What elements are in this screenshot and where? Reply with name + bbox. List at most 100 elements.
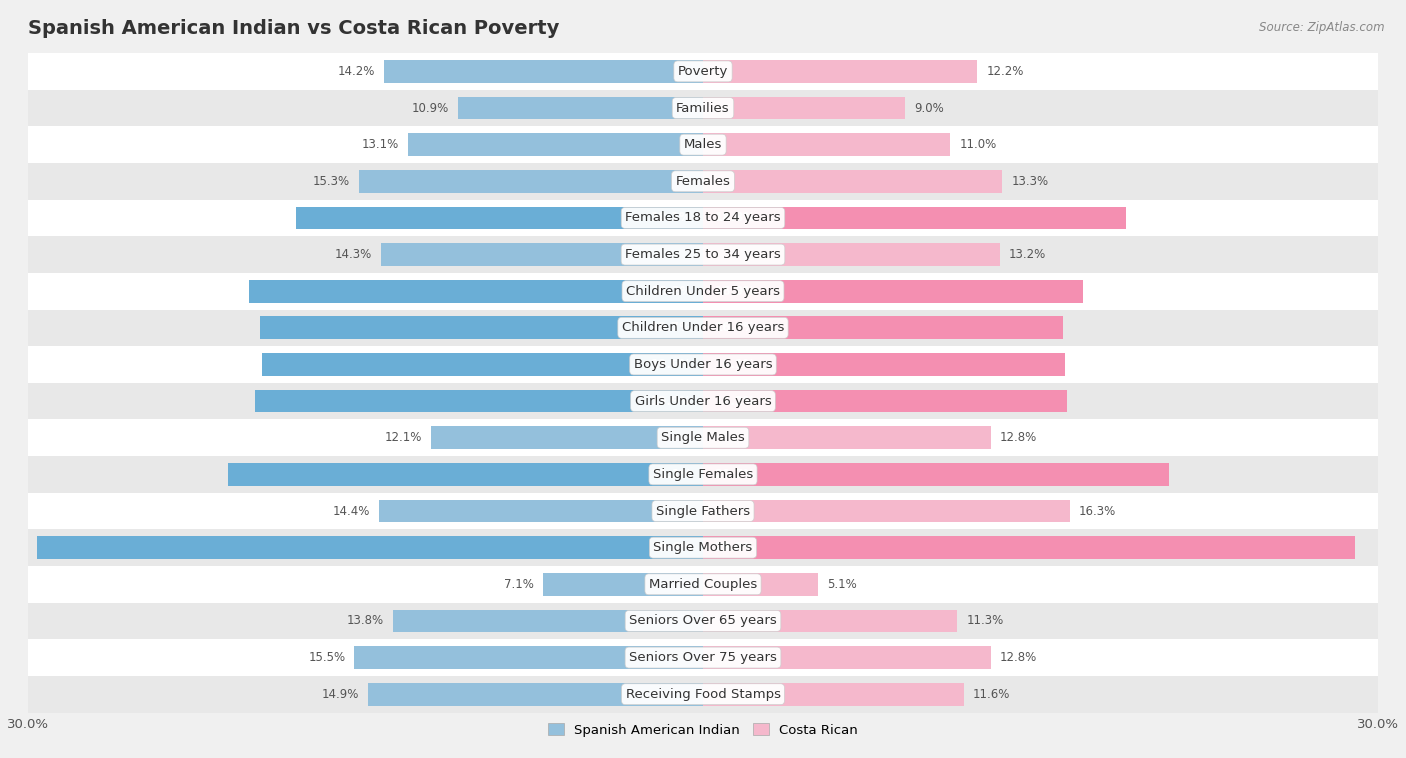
Bar — [28, 163, 1378, 199]
Bar — [28, 529, 1378, 566]
Bar — [28, 273, 1378, 309]
Bar — [703, 463, 1168, 486]
Bar — [380, 500, 703, 522]
Text: 14.2%: 14.2% — [337, 65, 374, 78]
Bar — [28, 53, 1378, 89]
Text: 14.3%: 14.3% — [335, 248, 373, 261]
Text: 16.0%: 16.0% — [714, 321, 755, 334]
Bar — [703, 353, 1066, 376]
Bar — [368, 683, 703, 706]
Text: Females 25 to 34 years: Females 25 to 34 years — [626, 248, 780, 261]
Text: 16.1%: 16.1% — [714, 358, 755, 371]
Text: Single Females: Single Females — [652, 468, 754, 481]
Bar — [703, 427, 991, 449]
Text: Boys Under 16 years: Boys Under 16 years — [634, 358, 772, 371]
Text: 7.1%: 7.1% — [505, 578, 534, 590]
Bar — [384, 60, 703, 83]
Legend: Spanish American Indian, Costa Rican: Spanish American Indian, Costa Rican — [543, 719, 863, 742]
Bar — [703, 390, 1067, 412]
Text: Married Couples: Married Couples — [650, 578, 756, 590]
Text: 13.1%: 13.1% — [363, 138, 399, 151]
Bar — [354, 647, 703, 669]
Text: Children Under 5 years: Children Under 5 years — [626, 285, 780, 298]
Text: 29.6%: 29.6% — [651, 541, 692, 554]
Text: Single Males: Single Males — [661, 431, 745, 444]
Text: 15.3%: 15.3% — [312, 175, 350, 188]
Bar — [295, 207, 703, 229]
Text: Receiving Food Stamps: Receiving Food Stamps — [626, 688, 780, 700]
Text: 14.9%: 14.9% — [322, 688, 359, 700]
Text: Seniors Over 75 years: Seniors Over 75 years — [628, 651, 778, 664]
Bar — [28, 419, 1378, 456]
Bar — [28, 493, 1378, 529]
Bar — [703, 207, 1126, 229]
Text: Single Fathers: Single Fathers — [657, 505, 749, 518]
Bar — [703, 683, 965, 706]
Text: 16.2%: 16.2% — [714, 395, 755, 408]
Text: 14.4%: 14.4% — [333, 505, 370, 518]
Text: 13.8%: 13.8% — [346, 615, 384, 628]
Text: 15.5%: 15.5% — [308, 651, 346, 664]
Bar — [703, 647, 991, 669]
Bar — [28, 89, 1378, 127]
Bar — [703, 133, 950, 156]
Bar — [28, 456, 1378, 493]
Bar — [703, 280, 1083, 302]
Text: 11.3%: 11.3% — [966, 615, 1004, 628]
Text: 12.8%: 12.8% — [1000, 431, 1038, 444]
Text: 12.2%: 12.2% — [987, 65, 1024, 78]
Text: Girls Under 16 years: Girls Under 16 years — [634, 395, 772, 408]
Bar — [28, 309, 1378, 346]
Bar — [28, 236, 1378, 273]
Text: Females: Females — [675, 175, 731, 188]
Bar — [260, 317, 703, 339]
Text: 5.1%: 5.1% — [827, 578, 856, 590]
Bar — [543, 573, 703, 596]
Text: Females 18 to 24 years: Females 18 to 24 years — [626, 211, 780, 224]
Text: Single Mothers: Single Mothers — [654, 541, 752, 554]
Bar — [28, 346, 1378, 383]
Text: 19.9%: 19.9% — [651, 395, 692, 408]
Text: 21.1%: 21.1% — [651, 468, 692, 481]
Bar — [256, 390, 703, 412]
Bar — [28, 676, 1378, 713]
Bar — [381, 243, 703, 266]
Bar — [262, 353, 703, 376]
Text: 20.2%: 20.2% — [651, 285, 692, 298]
Bar — [28, 603, 1378, 639]
Text: Poverty: Poverty — [678, 65, 728, 78]
Text: 11.0%: 11.0% — [959, 138, 997, 151]
Bar — [28, 127, 1378, 163]
Bar — [703, 537, 1355, 559]
Bar — [703, 170, 1002, 193]
Text: 20.7%: 20.7% — [714, 468, 755, 481]
Text: Families: Families — [676, 102, 730, 114]
Bar — [28, 199, 1378, 236]
Text: 9.0%: 9.0% — [914, 102, 945, 114]
Bar — [703, 243, 1000, 266]
Bar — [392, 609, 703, 632]
Bar — [228, 463, 703, 486]
Bar — [703, 500, 1070, 522]
Text: 29.0%: 29.0% — [714, 541, 755, 554]
Bar — [703, 60, 977, 83]
Text: 18.1%: 18.1% — [651, 211, 692, 224]
Bar — [37, 537, 703, 559]
Bar — [28, 566, 1378, 603]
Bar — [28, 383, 1378, 419]
Bar — [703, 97, 905, 119]
Bar — [408, 133, 703, 156]
Text: 16.9%: 16.9% — [714, 285, 755, 298]
Text: Seniors Over 65 years: Seniors Over 65 years — [628, 615, 778, 628]
Bar — [458, 97, 703, 119]
Text: 10.9%: 10.9% — [412, 102, 449, 114]
Bar — [359, 170, 703, 193]
Text: Males: Males — [683, 138, 723, 151]
Text: 19.7%: 19.7% — [651, 321, 692, 334]
Text: Children Under 16 years: Children Under 16 years — [621, 321, 785, 334]
Bar — [703, 609, 957, 632]
Text: 18.8%: 18.8% — [714, 211, 755, 224]
Text: 19.6%: 19.6% — [651, 358, 692, 371]
Text: 12.8%: 12.8% — [1000, 651, 1038, 664]
Text: 16.3%: 16.3% — [1078, 505, 1116, 518]
